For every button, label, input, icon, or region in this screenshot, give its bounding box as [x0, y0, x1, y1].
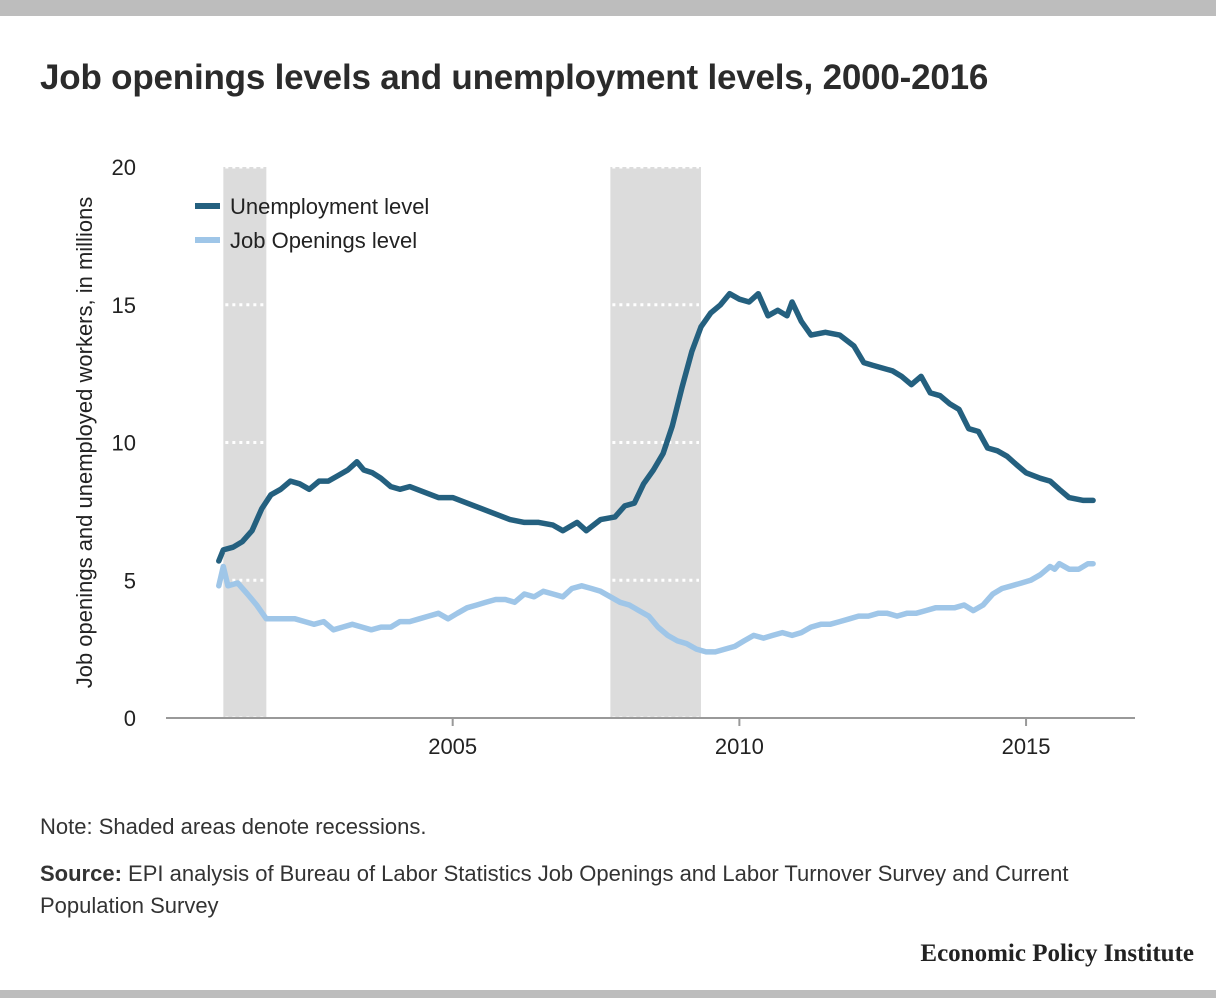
chart-title: Job openings levels and unemployment lev…	[40, 58, 989, 97]
source-text: EPI analysis of Bureau of Labor Statisti…	[40, 861, 1069, 918]
y-tick-label-15: 15	[112, 293, 136, 318]
bottom-border-bar	[0, 990, 1216, 998]
top-border-bar	[0, 0, 1216, 16]
job-openings-level-line	[216, 560, 1096, 655]
chart-source: Source: EPI analysis of Bureau of Labor …	[40, 858, 1140, 922]
legend-unemployment-label: Unemployment level	[230, 194, 429, 219]
y-tick-label-20: 20	[112, 155, 136, 180]
y-axis-label: Job openings and unemployed workers, in …	[72, 197, 97, 689]
source-label: Source:	[40, 861, 122, 886]
x-tick-label-2015: 2015	[1002, 734, 1051, 759]
y-tick-label-0: 0	[124, 706, 136, 731]
unemployment-level-line	[216, 290, 1096, 564]
legend-job-openings-label: Job Openings level	[230, 228, 417, 253]
y-tick-label-5: 5	[124, 568, 136, 593]
line-chart: 2005 2010 2015 0 5 10 15 20 Job openings and une…	[72, 155, 1135, 759]
x-tick-label-2005: 2005	[428, 734, 477, 759]
x-tick-label-2010: 2010	[715, 734, 764, 759]
y-tick-label-10: 10	[112, 431, 136, 456]
chart-note: Note: Shaded areas denote recessions.	[40, 814, 427, 839]
recession-band-1	[223, 167, 267, 718]
brand-logo-text: Economic Policy Institute	[920, 940, 1194, 967]
